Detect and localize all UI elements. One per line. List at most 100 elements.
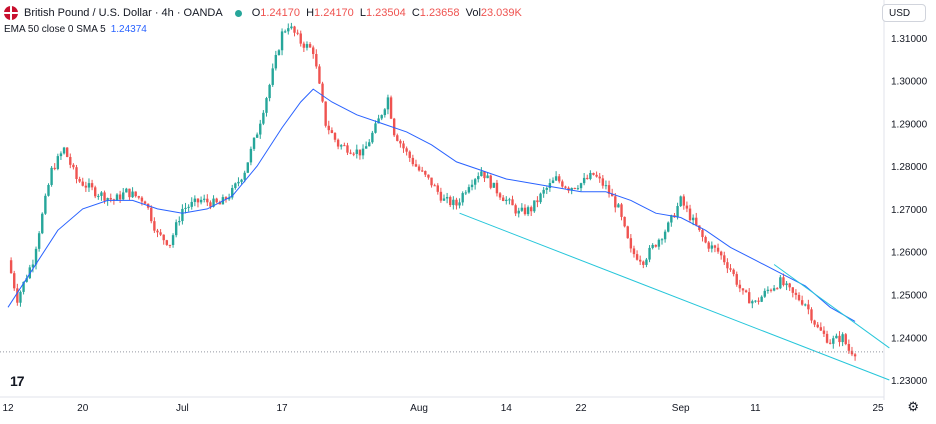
candle-body [193,198,197,202]
candle-body [37,233,41,249]
candle-body [542,189,545,194]
candle-body [844,334,847,345]
candle-body [610,193,614,197]
candle-body [726,262,729,269]
candle-body [589,172,592,179]
candle-body [162,234,165,241]
candle-body [90,183,94,188]
candle-body [561,181,564,187]
candle-body [791,287,794,293]
chart-header: British Pound / U.S. Dollar · 4h · OANDA… [4,6,525,20]
x-tick-label: 17 [276,403,288,414]
candle-body [520,207,524,211]
candle-body [436,185,439,192]
candle-body [530,207,533,212]
candle-body [358,149,362,156]
candle-body [140,197,144,202]
candle-body [218,202,221,205]
currency-selector[interactable]: USD [882,4,926,22]
candle-body [483,171,486,179]
candle-body [579,183,583,189]
candle-body [738,284,742,289]
candle-body [396,135,399,141]
candle-body [601,178,605,186]
candle-body [352,153,355,155]
candle-body [570,187,573,191]
indicator-legend[interactable]: EMA 50 close 0 SMA 5 1.24374 [4,24,147,35]
candle-body [766,289,770,291]
candle-body [268,84,271,99]
candle-body [118,194,122,200]
candle-body [719,251,723,256]
candle-body [25,278,28,282]
candle-body [545,188,548,190]
indicator-label: EMA 50 close 0 SMA 5 [4,24,106,35]
candle-body [685,205,689,209]
candle-body [645,259,648,265]
candle-body [533,200,536,212]
gear-icon[interactable]: ⚙ [907,399,919,414]
candle-body [302,43,306,48]
candle-body [430,177,433,186]
candle-body [227,197,231,200]
currency-label: USD [889,7,911,19]
candle-body [283,31,287,33]
candle-body [810,309,813,321]
candle-body [50,167,53,185]
candle-body [800,300,804,305]
candle-body [492,182,496,188]
candle-body [159,232,162,235]
candle-body [65,147,69,157]
candle-body [234,183,237,188]
candle-body [607,185,611,194]
candle-body [181,208,184,222]
candle-body [131,191,134,198]
candle-body [349,152,352,154]
trendline [459,212,890,381]
candle-body [785,283,788,286]
candle-body [617,204,620,208]
candle-body [174,222,178,236]
candle-body [473,179,477,185]
candle-body [458,202,461,206]
candle-body [296,32,299,34]
candle-body [305,44,309,48]
y-tick-label: 1.24000 [891,333,928,344]
candle-body [153,221,156,231]
candle-body [240,179,243,182]
candle-body [78,179,81,182]
candle-body [224,197,228,200]
candle-body [744,290,748,293]
candle-body [81,181,84,186]
x-tick-label: Sep [672,403,690,414]
candle-body [72,164,75,168]
candle-body [330,130,334,133]
symbol-title[interactable]: British Pound / U.S. Dollar · 4h · OANDA [24,7,223,19]
candle-body [150,207,153,222]
candle-body [763,290,766,297]
candle-body [134,191,137,197]
gbp-flag-icon [4,6,18,20]
candle-body [371,132,374,143]
candle-body [392,118,396,136]
candle-body [346,145,349,153]
candle-body [259,123,262,135]
candle-body [249,148,253,163]
candle-body [779,277,782,289]
candle-body [255,134,259,138]
candle-body [75,167,78,180]
candle-body [489,175,492,188]
candle-body [769,289,773,291]
candle-body [526,207,530,215]
candle-body [308,44,312,48]
candle-body [411,157,415,165]
candle-body [94,187,97,197]
candle-body [788,283,791,288]
x-tick-label: 22 [575,403,587,414]
candle-body [701,230,704,238]
candle-body [87,183,91,188]
candle-body [106,198,109,201]
y-tick-label: 1.26000 [891,248,928,259]
candle-body [433,185,436,187]
